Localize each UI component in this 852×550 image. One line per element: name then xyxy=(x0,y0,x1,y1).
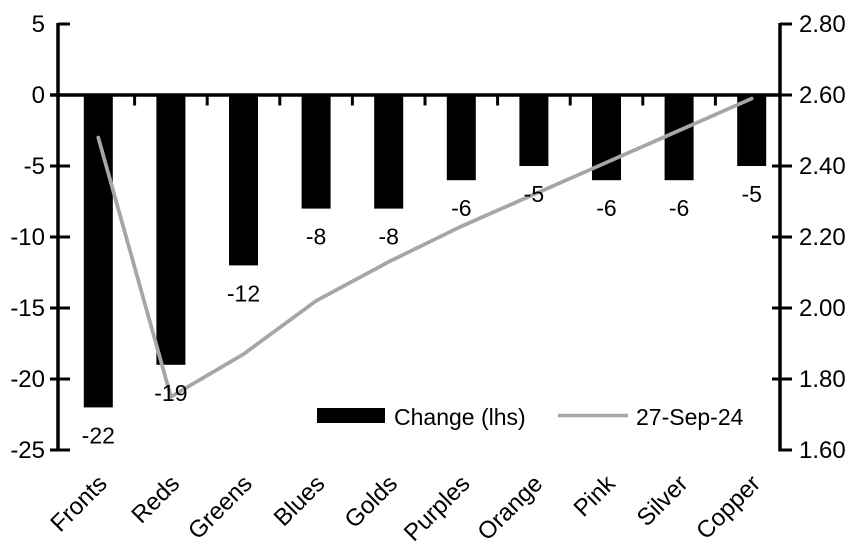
bar-data-label: -6 xyxy=(451,195,471,221)
bar-data-label: -6 xyxy=(669,195,689,221)
bar-orange xyxy=(519,95,549,166)
bar-fronts xyxy=(83,95,113,408)
left-axis-label: -20 xyxy=(10,366,45,393)
left-axis-label: -15 xyxy=(10,295,45,322)
bar-data-label: -19 xyxy=(154,380,187,406)
right-axis-label: 2.40 xyxy=(799,153,846,180)
bar-copper xyxy=(737,95,767,166)
bar-data-label: -12 xyxy=(227,280,260,306)
legend-line-label: 27-Sep-24 xyxy=(636,404,744,430)
right-axis-label: 2.80 xyxy=(799,11,846,38)
line-series xyxy=(96,96,754,400)
bar-golds xyxy=(374,95,404,209)
legend-bar-label: Change (lhs) xyxy=(394,404,526,430)
right-axis-label: 1.80 xyxy=(799,366,846,393)
bar-reds xyxy=(156,95,186,365)
left-axis-label: -25 xyxy=(10,437,45,464)
bar-data-label: -22 xyxy=(82,422,115,448)
bar-data-label: -5 xyxy=(741,181,761,207)
bar-purples xyxy=(446,95,476,181)
left-axis-label: -10 xyxy=(10,224,45,251)
bar-greens xyxy=(229,95,258,266)
right-axis-label: 1.60 xyxy=(799,437,846,464)
left-axis-label: -5 xyxy=(24,153,45,180)
left-axis-label: 5 xyxy=(32,11,45,38)
right-axis-label: 2.00 xyxy=(799,295,846,322)
bar-data-label: -6 xyxy=(596,195,616,221)
bar-blues xyxy=(301,95,331,209)
bar-silver xyxy=(664,95,694,181)
left-axis-label: 0 xyxy=(32,82,45,109)
bar-data-label: -8 xyxy=(378,224,398,250)
right-axis-label: 2.20 xyxy=(799,224,846,251)
bar-data-label: -5 xyxy=(524,181,544,207)
right-axis-label: 2.60 xyxy=(799,82,846,109)
legend-bar-swatch xyxy=(317,408,385,423)
bar-data-label: -8 xyxy=(306,224,326,250)
